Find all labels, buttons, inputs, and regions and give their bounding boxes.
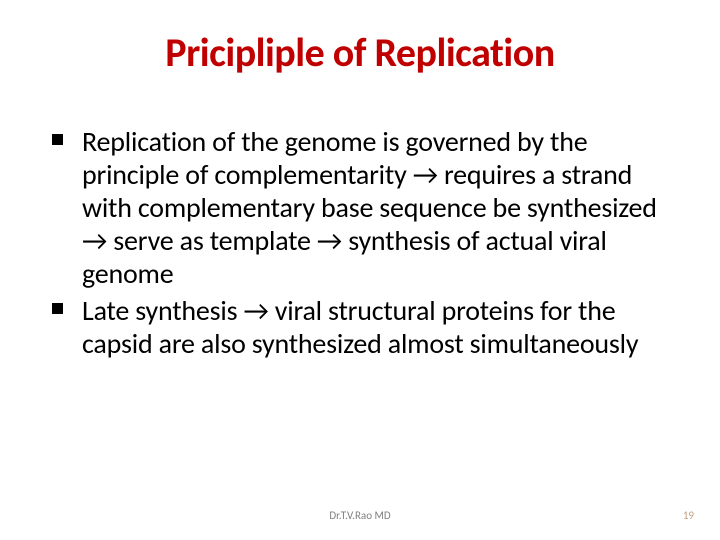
slide: Pricipliple of Replication Replication o… [0,0,720,540]
footer-author: Dr.T.V.Rao MD [0,509,720,522]
list-item: Replication of the genome is governed by… [50,125,670,290]
slide-title: Pricipliple of Replication [50,28,670,77]
bullet-marker-icon [52,303,63,314]
bullet-marker-icon [52,134,63,145]
page-number: 19 [683,509,694,522]
list-item: Late synthesis → viral structural protei… [50,294,670,360]
bullet-text: Late synthesis → viral structural protei… [82,293,638,361]
bullet-list: Replication of the genome is governed by… [50,125,670,360]
bullet-text: Replication of the genome is governed by… [82,124,657,291]
